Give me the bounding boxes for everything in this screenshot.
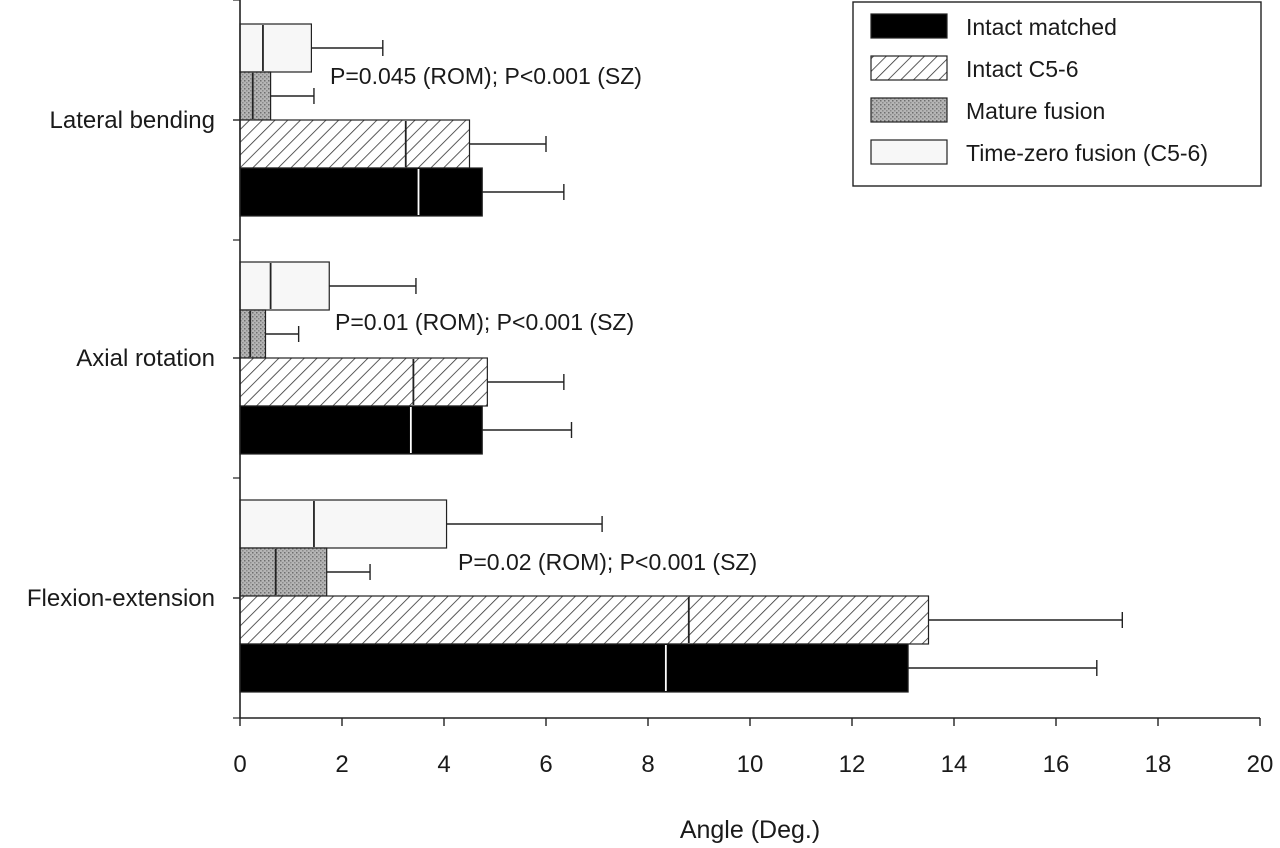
bars-layer xyxy=(239,23,1124,693)
x-tick-label-7: 12 xyxy=(839,751,866,778)
annotations-layer: P=0.045 (ROM); P<0.001 (SZ) P=0.01 (ROM);… xyxy=(330,63,757,575)
legend: Intact matched Intact C5-6 Mature fusion Ti… xyxy=(852,1,1262,187)
bar-1-1 xyxy=(239,167,483,217)
legend-label-2: Intact C5-6 xyxy=(966,56,1079,82)
bar-3-2 xyxy=(239,309,267,359)
annotation-3: P=0.02 (ROM); P<0.001 (SZ) xyxy=(458,549,757,575)
x-tick-label-2: 2 xyxy=(335,751,348,778)
bar-2-3 xyxy=(239,595,930,645)
bar-3-3 xyxy=(239,547,328,597)
bar-2-1 xyxy=(239,119,471,169)
x-tick-label-10: 18 xyxy=(1145,751,1172,778)
legend-label-3: Mature fusion xyxy=(966,98,1105,124)
x-tick-label-4: 6 xyxy=(539,751,552,778)
legend-swatch-3 xyxy=(870,97,948,123)
bar-4-2 xyxy=(239,261,330,311)
x-tick-label-9: 16 xyxy=(1043,751,1070,778)
axis-layer: Lateral bending Axial rotation Flexion-ext… xyxy=(27,0,1273,844)
x-tick-label-8: 14 xyxy=(941,751,968,778)
x-tick-label-6: 10 xyxy=(737,751,764,778)
legend-swatch-2 xyxy=(870,55,948,81)
x-axis-title: Angle (Deg.) xyxy=(680,816,820,844)
bar-3-1 xyxy=(239,71,272,121)
category-label-3: Flexion-extension xyxy=(27,585,215,612)
x-tick-label-3: 4 xyxy=(437,751,450,778)
legend-swatch-1 xyxy=(870,13,948,39)
bar-1-3 xyxy=(239,643,909,693)
x-tick-label-11: 20 xyxy=(1247,751,1274,778)
category-label-2: Axial rotation xyxy=(76,345,215,372)
x-tick-label-5: 8 xyxy=(641,751,654,778)
category-label-1: Lateral bending xyxy=(50,107,215,134)
legend-label-1: Intact matched xyxy=(966,14,1117,40)
x-tick-label-1: 0 xyxy=(233,751,246,778)
legend-label-4: Time-zero fusion (C5-6) xyxy=(966,140,1208,166)
bar-1-2 xyxy=(239,405,483,455)
bar-2-2 xyxy=(239,357,488,407)
bar-4-1 xyxy=(239,23,313,73)
legend-swatch-4 xyxy=(870,139,948,165)
annotation-2: P=0.01 (ROM); P<0.001 (SZ) xyxy=(335,309,634,335)
annotation-1: P=0.045 (ROM); P<0.001 (SZ) xyxy=(330,63,642,89)
bar-4-3 xyxy=(239,499,448,549)
